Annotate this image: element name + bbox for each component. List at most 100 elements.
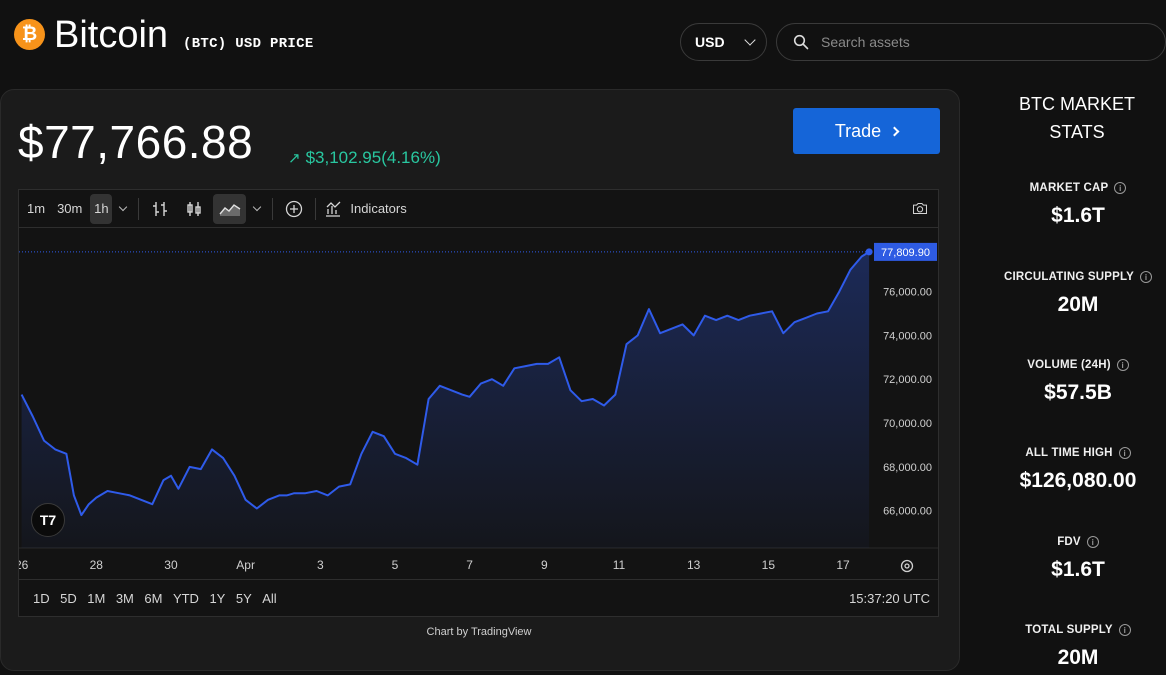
stat-label: MARKET CAP — [1029, 182, 1109, 194]
info-icon[interactable]: i — [1114, 182, 1127, 194]
range-5d[interactable]: 5D — [60, 591, 77, 606]
y-tick-label: 68,000.00 — [883, 462, 932, 474]
stat-total-supply: TOTAL SUPPLY i 20M — [990, 624, 1166, 670]
indicators-label: Indicators — [350, 201, 407, 216]
arrow-up-right-icon: ↗ — [288, 150, 301, 167]
coin-subtitle: (BTC) USD PRICE — [183, 36, 314, 52]
range-3m[interactable]: 3M — [115, 591, 134, 606]
settings-gear-icon[interactable] — [900, 559, 914, 573]
trade-button[interactable]: Trade — [793, 108, 940, 154]
price-chart[interactable]: 66,000.00 68,000.00 70,000.00 72,000.00 74,0… — [19, 228, 938, 579]
stat-value: $57.5B — [1044, 381, 1112, 404]
currency-value: USD — [695, 34, 725, 50]
price-series-line — [20, 251, 870, 517]
stat-volume-24h: VOLUME (24H) i $57.5B — [990, 359, 1166, 405]
range-1y[interactable]: 1Y — [209, 591, 226, 606]
x-tick-label: 11 — [613, 558, 626, 572]
x-tick-label: 13 — [687, 558, 701, 572]
range-1d[interactable]: 1D — [33, 591, 50, 606]
stat-label: FDV — [1057, 536, 1081, 548]
last-price-label: 77,809.90 — [881, 247, 930, 259]
area-chart-icon[interactable] — [213, 193, 247, 224]
stat-market-cap: MARKET CAP i $1.6T — [990, 182, 1166, 228]
stat-fdv: FDV i $1.6T — [990, 536, 1166, 582]
x-tick-label: 5 — [392, 558, 399, 572]
y-tick-label: 72,000.00 — [883, 374, 932, 386]
info-icon[interactable]: i — [1086, 536, 1099, 548]
y-tick-label: 70,000.00 — [883, 418, 932, 430]
chart-toolbar: 1m 30m 1h — [19, 190, 938, 228]
interval-chevron-down-icon[interactable] — [119, 202, 128, 212]
info-icon[interactable]: i — [1118, 447, 1131, 459]
candlestick-icon[interactable] — [179, 194, 209, 224]
x-tick-label: 3 — [317, 558, 324, 572]
search-icon — [793, 34, 809, 50]
last-price-marker — [865, 248, 873, 256]
stat-value: $126,080.00 — [1019, 469, 1137, 492]
x-tick-label: 26 — [19, 558, 29, 572]
stat-circulating-supply: CIRCULATING SUPPLY i 20M — [990, 271, 1166, 317]
y-tick-label: 66,000.00 — [883, 506, 932, 518]
info-icon[interactable]: i — [1118, 624, 1131, 636]
interval-1m[interactable]: 1m — [27, 201, 46, 216]
range-all[interactable]: All — [262, 591, 277, 606]
bar-chart-icon[interactable] — [145, 194, 175, 224]
x-tick-label: 17 — [836, 558, 850, 572]
stat-value: 20M — [1057, 646, 1099, 669]
coin-name: Bitcoin — [54, 14, 169, 56]
last-price-label-box — [874, 242, 937, 261]
current-price: $77,766.88 — [18, 116, 254, 168]
stat-value: 20M — [1057, 293, 1099, 316]
tradingview-logo-icon[interactable]: T7 — [31, 503, 65, 537]
camera-icon[interactable] — [908, 194, 932, 224]
search-placeholder: Search assets — [821, 34, 910, 50]
stat-value: $1.6T — [1051, 558, 1105, 581]
chart-credit: Chart by TradingView — [426, 626, 532, 638]
toolbar-divider — [272, 197, 274, 220]
stat-all-time-high: ALL TIME HIGH i $126,080.00 — [990, 447, 1166, 493]
stat-label: TOTAL SUPPLY — [1025, 624, 1113, 636]
interval-30m[interactable]: 30m — [57, 201, 83, 216]
indicators-button[interactable]: Indicators — [322, 194, 410, 224]
x-tick-label: 9 — [541, 558, 548, 572]
toolbar-divider — [138, 197, 140, 220]
interval-1h[interactable]: 1h — [90, 193, 113, 224]
stat-label: VOLUME (24H) — [1027, 359, 1111, 371]
x-tick-label: 15 — [762, 558, 776, 572]
range-bar: 1D 5D 1M 3M 6M YTD 1Y 5Y All 15:37:20 UT… — [19, 579, 938, 617]
range-1m[interactable]: 1M — [87, 591, 106, 606]
x-tick-label: 28 — [90, 558, 104, 572]
toolbar-divider — [315, 197, 317, 220]
y-tick-label: 76,000.00 — [883, 287, 932, 299]
info-icon[interactable]: i — [1140, 271, 1153, 283]
x-tick-label: Apr — [236, 558, 255, 572]
search-input[interactable]: Search assets — [776, 23, 1166, 61]
chart-type-chevron-down-icon[interactable] — [253, 202, 262, 212]
info-icon[interactable]: i — [1116, 359, 1129, 371]
price-change-value: $3,102.95(4.16%) — [305, 148, 441, 167]
chevron-down-icon — [744, 34, 756, 46]
x-tick-label: 30 — [164, 558, 178, 572]
indicators-icon — [326, 201, 341, 217]
range-5y[interactable]: 5Y — [235, 591, 252, 606]
gear-inner — [904, 563, 910, 569]
current-time: 15:37:20 UTC — [849, 591, 930, 606]
x-tick-label: 7 — [466, 558, 473, 572]
stat-label: ALL TIME HIGH — [1025, 447, 1113, 459]
range-6m[interactable]: 6M — [144, 591, 163, 606]
stat-label: CIRCULATING SUPPLY — [1003, 271, 1135, 283]
range-ytd[interactable]: YTD — [172, 591, 199, 606]
currency-select[interactable]: USD — [680, 23, 767, 61]
bitcoin-logo-icon: ₿ — [14, 19, 45, 50]
price-change: ↗ $3,102.95(4.16%) — [288, 148, 441, 168]
stat-value: $1.6T — [1051, 204, 1105, 227]
price-area-fill — [21, 251, 870, 548]
trade-button-label: Trade — [834, 120, 882, 141]
chevron-right-icon — [889, 126, 900, 136]
chart-widget: 1m 30m 1h — [18, 189, 939, 617]
add-icon[interactable] — [279, 194, 309, 224]
gear-outer — [900, 559, 914, 573]
y-tick-label: 74,000.00 — [883, 330, 932, 342]
stats-title: BTC MARKET STATS — [1018, 94, 1135, 142]
